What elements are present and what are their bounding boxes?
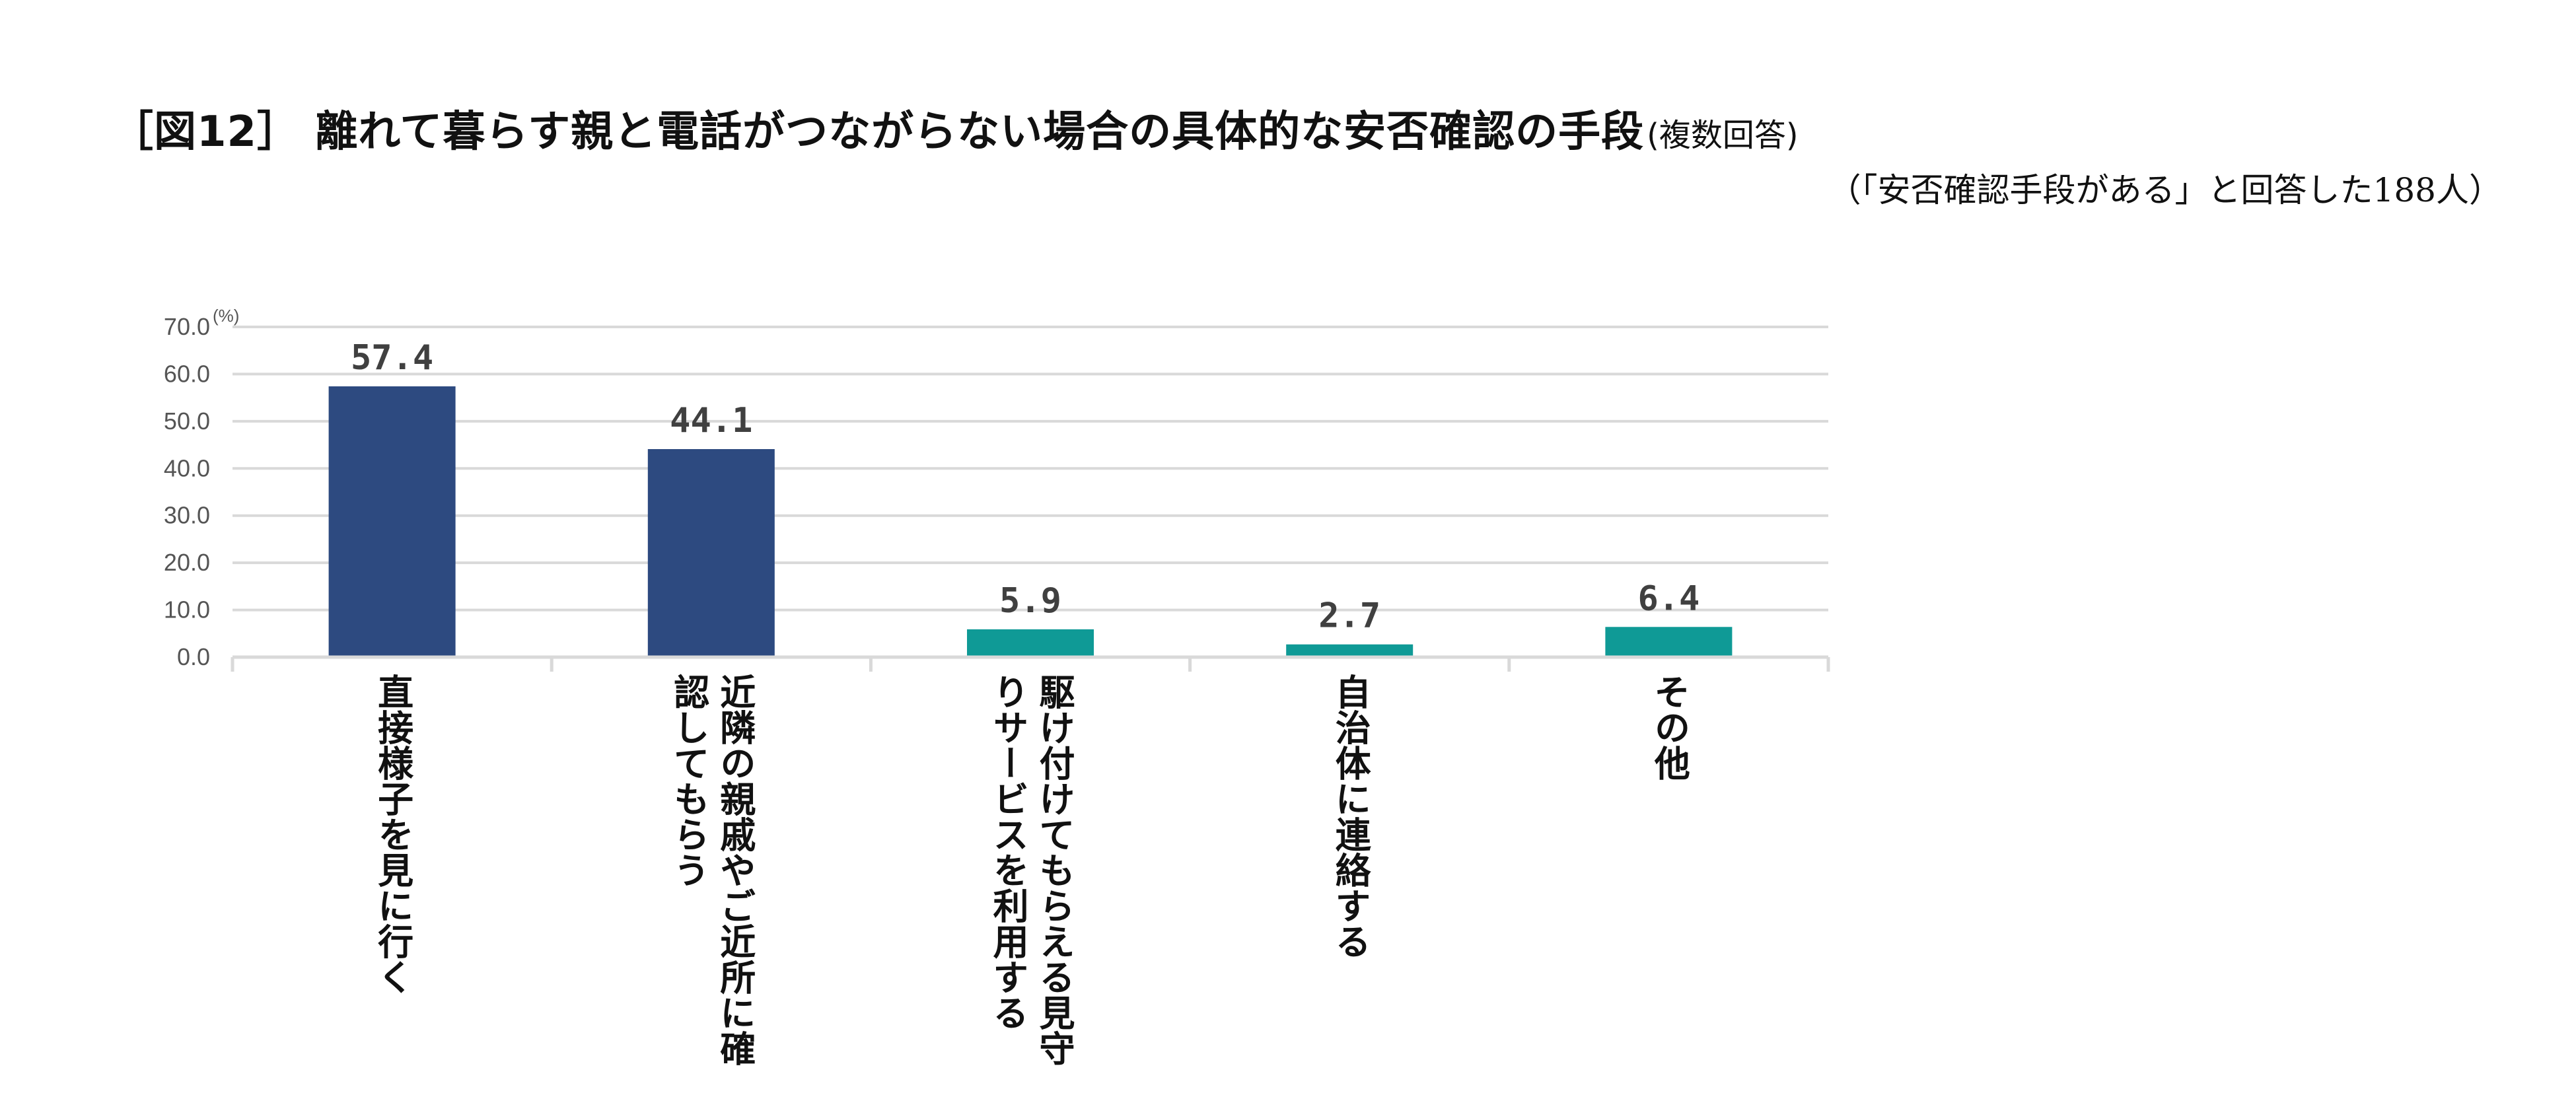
y-tick-label: 20.0 bbox=[164, 549, 210, 576]
bar bbox=[1605, 627, 1733, 657]
chart-subtitle: （「安否確認手段がある」と回答した188人） bbox=[1828, 171, 2502, 209]
chart-title: ［図12］ 離れて暮らす親と電話がつながらない場合の具体的な安否確認の手段 bbox=[111, 108, 1645, 157]
grid-lines bbox=[233, 326, 1828, 612]
y-axis-ticks: 0.0 10.0 20.0 30.0 40.0 50.0 60.0 70.0 bbox=[164, 313, 210, 670]
bar bbox=[647, 449, 775, 657]
y-tick-label: 10.0 bbox=[164, 596, 210, 623]
data-label: 5.9 bbox=[999, 581, 1061, 621]
y-tick-label: 50.0 bbox=[164, 407, 210, 435]
data-labels: 57.4 44.1 5.9 2.7 6.4 bbox=[351, 338, 1699, 636]
x-axis bbox=[231, 655, 1830, 672]
y-tick-label: 30.0 bbox=[164, 502, 210, 529]
chart-title-block: ［図12］ 離れて暮らす親と電話がつながらない場合の具体的な安否確認の手段(複数… bbox=[111, 98, 1799, 159]
y-tick-label: 0.0 bbox=[177, 643, 210, 670]
category-label: 直接様子を見に行く bbox=[371, 674, 413, 995]
bar bbox=[328, 386, 456, 657]
chart-title-note: (複数回答) bbox=[1647, 117, 1799, 154]
data-label: 44.1 bbox=[670, 401, 752, 441]
bar bbox=[967, 629, 1094, 657]
bar bbox=[1286, 644, 1413, 657]
category-label: 自治体に連絡する bbox=[1329, 674, 1371, 959]
data-label: 57.4 bbox=[351, 338, 433, 378]
y-tick-label: 40.0 bbox=[164, 454, 210, 481]
category-label: その他 bbox=[1648, 674, 1690, 781]
y-axis-unit: (%) bbox=[213, 306, 239, 326]
category-label: 近隣の親戚やご近所に確認してもらう bbox=[667, 674, 756, 1066]
category-label: 駆け付けてもらえる見守りサービスを利用する bbox=[987, 674, 1075, 1066]
y-tick-label: 70.0 bbox=[164, 313, 210, 340]
bars bbox=[328, 386, 1733, 657]
data-label: 2.7 bbox=[1318, 596, 1380, 636]
data-label: 6.4 bbox=[1637, 579, 1699, 618]
y-tick-label: 60.0 bbox=[164, 360, 210, 387]
